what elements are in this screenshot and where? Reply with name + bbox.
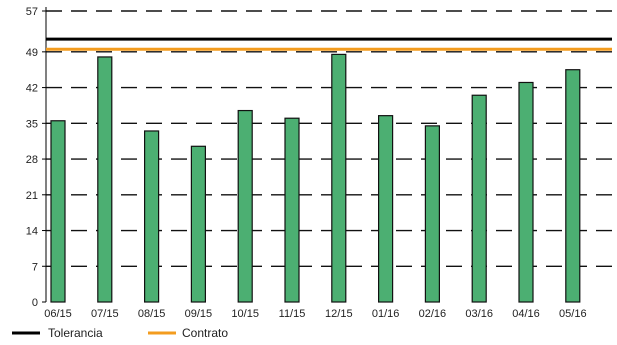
x-tick-label: 05/16 [559,308,587,320]
legend: Tolerancia Contrato [12,326,228,340]
bar [190,145,206,303]
bar [97,56,113,303]
x-axis-labels: 06/15 07/15 08/15 09/15 10/15 11/15 12/15 01/16… [44,308,586,320]
x-tick-label: 08/15 [138,308,166,320]
y-tick-label: 21 [26,190,38,202]
x-tick-label: 09/15 [185,308,213,320]
bar [471,94,487,303]
bars [50,53,581,303]
bar [565,69,581,303]
bar [378,115,394,303]
y-tick-label: 7 [32,261,38,273]
y-tick-label: 49 [26,47,38,59]
y-tick-label: 57 [26,6,38,18]
legend-label: Contrato [182,326,228,340]
bar [424,125,440,303]
legend-label: Tolerancia [48,326,103,340]
bar [50,120,66,303]
grid-lines [46,10,612,267]
bar [237,109,253,303]
x-tick-label: 06/15 [44,308,72,320]
reference-lines [46,37,612,51]
bar [284,117,300,303]
x-tick-label: 12/15 [325,308,353,320]
bar [518,81,534,303]
y-axis: 0 7 14 21 28 35 42 49 57 [26,6,47,309]
x-tick-label: 01/16 [372,308,400,320]
y-tick-label: 0 [32,297,38,309]
y-tick-label: 14 [26,226,38,238]
y-tick-label: 35 [26,118,38,130]
x-tick-label: 04/16 [512,308,540,320]
y-tick-label: 42 [26,83,38,95]
x-tick-label: 11/15 [279,308,306,320]
x-tick-label: 10/15 [231,308,259,320]
bar [144,130,160,303]
x-tick-label: 07/15 [91,308,119,320]
bar [331,53,347,303]
y-tick-label: 28 [26,154,38,166]
x-tick-label: 03/16 [465,308,493,320]
x-tick-label: 02/16 [419,308,447,320]
